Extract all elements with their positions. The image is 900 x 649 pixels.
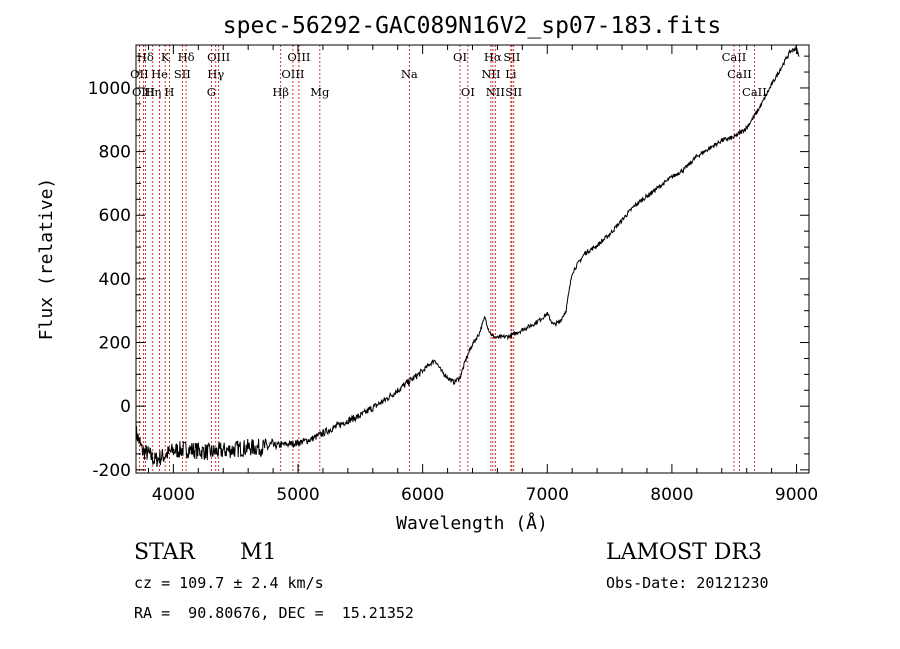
observation-date: Obs-Date: 20121230 xyxy=(606,574,769,592)
x-tick-label: 7000 xyxy=(526,485,569,505)
y-tick-label: 800 xyxy=(99,143,131,163)
x-axis-label: Wavelength (Å) xyxy=(396,512,548,534)
object-class: STAR xyxy=(134,540,195,565)
y-tick-label: 1000 xyxy=(88,79,131,99)
x-tick-label: 6000 xyxy=(401,485,444,505)
emission-line-label: NII xyxy=(481,67,500,81)
emission-line-label: CaII xyxy=(727,67,752,81)
emission-line-label: Li xyxy=(505,67,517,81)
redshift-value: cz = 109.7 ± 2.4 km/s xyxy=(134,574,324,592)
sky-coordinates: RA = 90.80676, DEC = 15.21352 xyxy=(134,604,414,622)
emission-line-label: He xyxy=(151,67,168,81)
emission-line-label: Na xyxy=(401,67,418,81)
emission-line-label: Hδ xyxy=(178,50,195,64)
emission-line-label: CaII xyxy=(722,50,747,64)
emission-line-label: SII xyxy=(503,50,520,64)
emission-line-label: SII xyxy=(174,67,191,81)
x-tick-label: 5000 xyxy=(276,485,319,505)
spectrum-series xyxy=(135,44,800,467)
emission-line-label: OIII xyxy=(287,50,310,64)
emission-line-label: OIII xyxy=(132,85,155,99)
emission-line-label: OII xyxy=(130,67,149,81)
y-tick-label: 200 xyxy=(99,334,131,354)
emission-line-label: NII xyxy=(486,85,505,99)
emission-line-label: SII xyxy=(505,85,522,99)
y-tick-label: 600 xyxy=(99,206,131,226)
emission-line-label: OIII xyxy=(281,67,304,81)
y-tick-label: -200 xyxy=(92,461,131,481)
object-subclass: M1 xyxy=(240,540,277,565)
x-tick-label: 9000 xyxy=(775,485,818,505)
emission-line-label: OI xyxy=(453,50,467,64)
emission-line-label: Hη xyxy=(144,85,161,99)
emission-line-label: OI xyxy=(461,85,475,99)
emission-line-label: OIII xyxy=(207,50,230,64)
emission-line-label: Hβ xyxy=(272,85,289,99)
emission-line-label: Hγ xyxy=(207,67,224,81)
y-axis: -200 0 200 400 600 800 1000 xyxy=(88,55,809,481)
emission-line-label: Hδ xyxy=(137,50,154,64)
spectrum-line xyxy=(135,44,800,467)
y-axis-label: Flux (relative) xyxy=(36,178,57,341)
x-axis: 4000 5000 6000 7000 8000 9000 xyxy=(147,45,818,505)
emission-line-label: H xyxy=(164,85,174,99)
emission-line-label: Hα xyxy=(484,50,502,64)
emission-line-label: K xyxy=(161,50,170,64)
emission-line-label: G xyxy=(207,85,216,99)
x-tick-label: 8000 xyxy=(650,485,693,505)
emission-line-label: Mg xyxy=(310,85,330,99)
plot-frame xyxy=(135,44,810,474)
y-tick-label: 0 xyxy=(120,397,131,417)
emission-line-label: CaII xyxy=(742,85,767,99)
chart-title: spec-56292-GAC089N16V2_sp07-183.fits xyxy=(223,13,722,39)
y-tick-label: 400 xyxy=(99,270,131,290)
x-tick-label: 4000 xyxy=(152,485,195,505)
survey-name: LAMOST DR3 xyxy=(606,540,762,565)
